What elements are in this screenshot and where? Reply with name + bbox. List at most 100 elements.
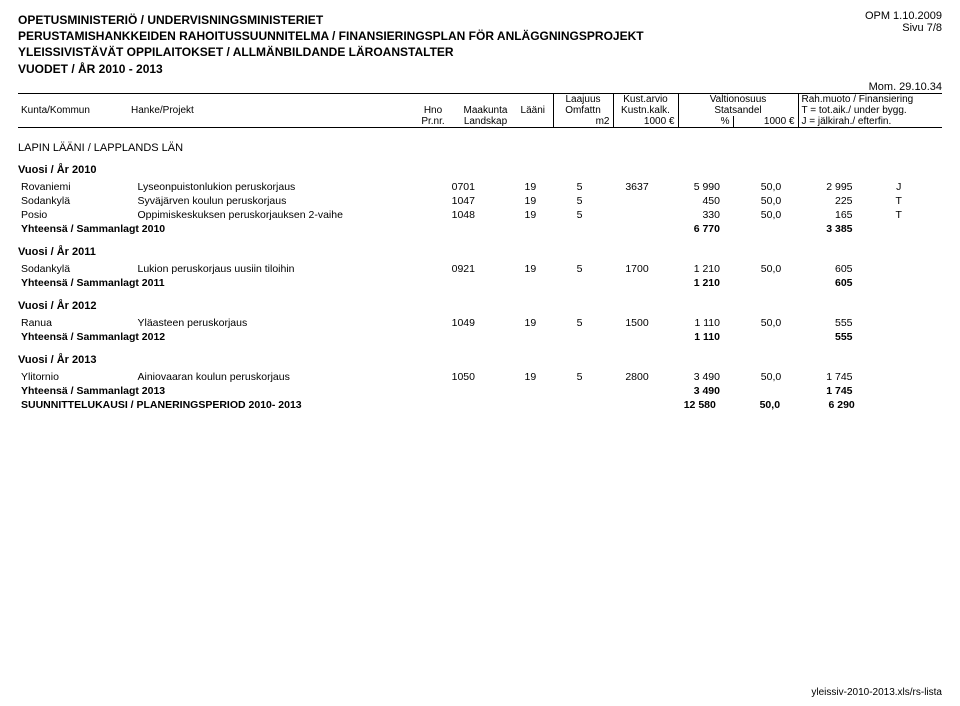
ch-tot: T = tot.aik./ under bygg.	[798, 105, 942, 116]
cell-pct: 50,0	[723, 316, 784, 330]
ch-m2: m2	[553, 116, 613, 128]
cell-rah: T	[856, 194, 942, 208]
cell-kust: 1 210	[652, 262, 723, 276]
mom-line: Mom. 29.10.34	[18, 81, 942, 93]
ch-omf: Omfattn	[553, 105, 613, 116]
document-header: OPETUSMINISTERIÖ / UNDERVISNINGSMINISTER…	[18, 12, 942, 77]
cell-mk: 19	[478, 194, 539, 208]
ch-hno: Hno	[408, 105, 458, 116]
year-title-2011: Vuosi / År 2011	[18, 246, 942, 258]
sum-row-2011: Yhteensä / Sammanlagt 20111 210 605	[18, 276, 942, 290]
year-title-2012: Vuosi / År 2012	[18, 300, 942, 312]
table-row: PosioOppimiskeskuksen peruskorjauksen 2-…	[18, 208, 942, 222]
ch-kust: Kust.arvio	[613, 93, 678, 105]
cell-kust: 330	[652, 208, 723, 222]
ch-j: J = jälkirah./ efterfin.	[798, 116, 942, 128]
sum-label: Yhteensä / Sammanlagt 2011	[18, 276, 652, 290]
cell-kunta: Sodankylä	[18, 262, 135, 276]
cell-rah	[856, 262, 942, 276]
sum-row-2013: Yhteensä / Sammanlagt 20133 4901 745	[18, 384, 942, 398]
cell-omf: 2800	[585, 370, 651, 384]
cell-rah: J	[856, 180, 942, 194]
sum-row-2012: Yhteensä / Sammanlagt 20121 110 555	[18, 330, 942, 344]
cell-omf: 3637	[585, 180, 651, 194]
sum-kust: 1 210	[652, 276, 723, 290]
year-title-2010: Vuosi / År 2010	[18, 164, 942, 176]
ch-e1: 1000 €	[613, 116, 678, 128]
year-table-2012: RanuaYläasteen peruskorjaus104919515001 …	[18, 316, 942, 344]
table-row: RovaniemiLyseonpuistonlukion peruskorjau…	[18, 180, 942, 194]
sum-label: Yhteensä / Sammanlagt 2010	[18, 222, 652, 236]
cell-laani: 5	[539, 316, 585, 330]
cell-hno: 1048	[422, 208, 478, 222]
year-title-2013: Vuosi / År 2013	[18, 354, 942, 366]
ch-laani: Lääni	[513, 105, 553, 116]
table-row: RanuaYläasteen peruskorjaus104919515001 …	[18, 316, 942, 330]
ch-stat: Statsandel	[678, 105, 798, 116]
cell-kust: 5 990	[652, 180, 723, 194]
region-title: LAPIN LÄÄNI / LAPPLANDS LÄN	[18, 142, 942, 154]
ch-pct: %	[678, 116, 733, 128]
ch-e2: 1000 €	[733, 116, 798, 128]
cell-mk: 19	[478, 180, 539, 194]
sum-kust: 6 770	[652, 222, 723, 236]
cell-omf	[585, 208, 651, 222]
ch-hanke: Hanke/Projekt	[128, 105, 408, 116]
ch-mk: Maakunta	[458, 105, 513, 116]
opm-date: OPM 1.10.2009	[865, 10, 942, 22]
sum-kust: 3 490	[652, 384, 723, 398]
cell-kunta: Sodankylä	[18, 194, 135, 208]
year-table-2011: SodankyläLukion peruskorjaus uusiin tilo…	[18, 262, 942, 290]
cell-hno: 1049	[422, 316, 478, 330]
cell-mk: 19	[478, 208, 539, 222]
cell-hno: 0921	[422, 262, 478, 276]
cell-rah	[856, 370, 942, 384]
year-table-2013: YlitornioAiniovaaran koulun peruskorjaus…	[18, 370, 942, 398]
cell-stat: 2 995	[784, 180, 855, 194]
grand-total-table: SUUNNITTELUKAUSI / PLANERINGSPERIOD 2010…	[18, 398, 942, 412]
cell-omf: 1500	[585, 316, 651, 330]
cell-kunta: Rovaniemi	[18, 180, 135, 194]
cell-stat: 1 745	[784, 370, 855, 384]
ch-landskap: Landskap	[458, 116, 513, 128]
table-row: YlitornioAiniovaaran koulun peruskorjaus…	[18, 370, 942, 384]
cell-rah	[856, 316, 942, 330]
sum-stat: 3 385	[784, 222, 855, 236]
ch-valt: Valtionosuus	[678, 93, 798, 105]
sum-stat: 605	[784, 276, 855, 290]
cell-laani: 5	[539, 194, 585, 208]
cell-omf: 1700	[585, 262, 651, 276]
cell-pct: 50,0	[723, 208, 784, 222]
cell-laani: 5	[539, 208, 585, 222]
cell-pct: 50,0	[723, 180, 784, 194]
ch-rah: Rah.muoto / Finansiering	[798, 93, 942, 105]
cell-kunta: Posio	[18, 208, 135, 222]
hdr-line2: PERUSTAMISHANKKEIDEN RAHOITUSSUUNNITELMA…	[18, 28, 942, 44]
cell-hno: 0701	[422, 180, 478, 194]
page-num: Sivu 7/8	[865, 22, 942, 34]
column-header-table: Laajuus Kust.arvio Valtionosuus Rah.muot…	[18, 93, 942, 128]
ch-laajuus: Laajuus	[553, 93, 613, 105]
cell-kunta: Ylitornio	[18, 370, 135, 384]
hdr-line1: OPETUSMINISTERIÖ / UNDERVISNINGSMINISTER…	[18, 12, 942, 28]
cell-mk: 19	[478, 262, 539, 276]
sum-label: Yhteensä / Sammanlagt 2012	[18, 330, 652, 344]
cell-pct: 50,0	[723, 370, 784, 384]
cell-rah: T	[856, 208, 942, 222]
grand-kust: 12 580	[644, 398, 719, 412]
year-table-2010: RovaniemiLyseonpuistonlukion peruskorjau…	[18, 180, 942, 236]
sum-kust: 1 110	[652, 330, 723, 344]
cell-stat: 165	[784, 208, 855, 222]
cell-omf	[585, 194, 651, 208]
sum-stat: 555	[784, 330, 855, 344]
grand-pct: 50,0	[719, 398, 783, 412]
cell-hanke: Oppimiskeskuksen peruskorjauksen 2-vaihe	[135, 208, 422, 222]
cell-kust: 450	[652, 194, 723, 208]
footer-text: yleissiv-2010-2013.xls/rs-lista	[811, 687, 942, 698]
cell-stat: 225	[784, 194, 855, 208]
grand-label: SUUNNITTELUKAUSI / PLANERINGSPERIOD 2010…	[18, 398, 644, 412]
hdr-line3: YLEISSIVISTÄVÄT OPPILAITOKSET / ALLMÄNBI…	[18, 44, 942, 60]
cell-laani: 5	[539, 262, 585, 276]
cell-pct: 50,0	[723, 194, 784, 208]
cell-mk: 19	[478, 370, 539, 384]
